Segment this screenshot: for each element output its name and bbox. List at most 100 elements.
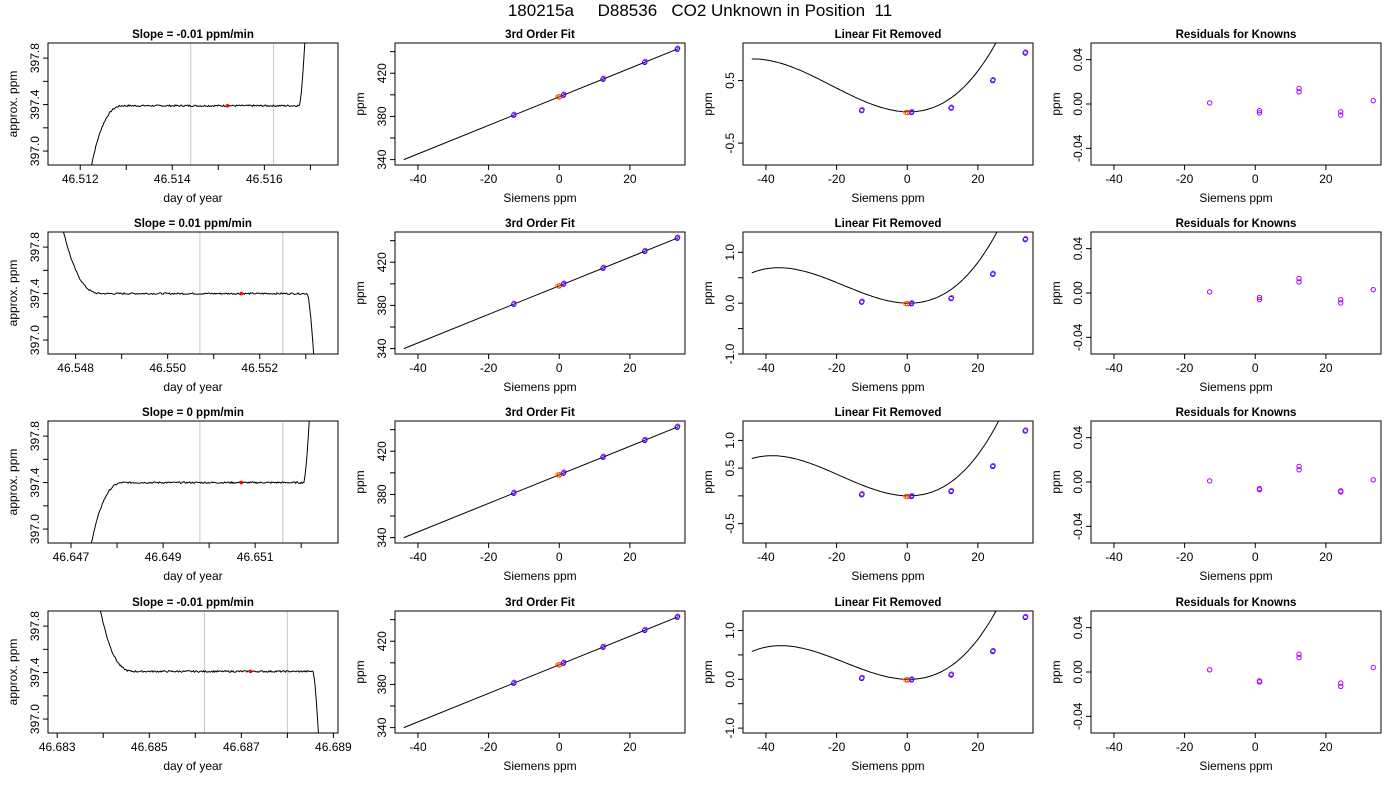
plot-title: Slope = -0.01 ppm/min bbox=[132, 597, 254, 609]
x-axis-label: Siemens ppm bbox=[1199, 380, 1272, 394]
cubic-curve bbox=[751, 611, 997, 680]
y-tick-label: -1.0 bbox=[723, 343, 737, 364]
known-point-prior bbox=[990, 76, 996, 83]
x-tick-label: -40 bbox=[757, 550, 775, 564]
x-tick-label: -40 bbox=[1105, 550, 1123, 564]
x-axis-label: Siemens ppm bbox=[1199, 759, 1272, 773]
known-point-prior bbox=[990, 462, 996, 469]
y-tick-label: 0.00 bbox=[1071, 470, 1085, 494]
x-tick-label: 20 bbox=[623, 550, 637, 564]
x-tick-label: 0 bbox=[1252, 740, 1259, 754]
y-axis-label: ppm bbox=[353, 92, 367, 115]
known-point-prior bbox=[675, 613, 681, 619]
known-point-prior bbox=[642, 626, 648, 632]
x-tick-label: -40 bbox=[409, 172, 427, 186]
y-tick-label: 397.8 bbox=[28, 43, 42, 73]
known-point bbox=[1256, 296, 1263, 303]
known-point-prior bbox=[948, 671, 955, 677]
y-tick-label: 380 bbox=[375, 106, 389, 126]
unknown-point-alt bbox=[903, 109, 909, 116]
prior-residual-point bbox=[1338, 109, 1344, 115]
known-point-prior bbox=[948, 487, 955, 494]
known-point bbox=[1256, 678, 1263, 684]
known-point bbox=[1256, 107, 1263, 114]
y-axis-label: ppm bbox=[701, 281, 715, 304]
ppm-trace bbox=[63, 232, 315, 354]
known-point bbox=[1338, 112, 1344, 118]
plot-layer bbox=[1206, 463, 1376, 495]
x-axis-label: Siemens ppm bbox=[851, 191, 924, 205]
y-tick-label: 0.04 bbox=[1071, 237, 1085, 261]
y-tick-label: 340 bbox=[375, 338, 389, 358]
x-tick-label: 46.685 bbox=[131, 740, 168, 754]
plot-title: 3rd Order Fit bbox=[505, 29, 575, 41]
y-tick-label: 420 bbox=[375, 63, 389, 83]
unknown-point-alt bbox=[555, 283, 561, 289]
x-tick-label: 20 bbox=[1319, 740, 1333, 754]
x-tick-label: -20 bbox=[480, 172, 498, 186]
y-tick-label: 397.4 bbox=[28, 89, 42, 119]
x-tick-label: -20 bbox=[1176, 172, 1194, 186]
ppm-trace bbox=[91, 43, 306, 165]
known-point-prior bbox=[600, 264, 607, 270]
plot-layer bbox=[403, 45, 681, 161]
plot-title: Linear Fit Removed bbox=[835, 218, 942, 230]
x-tick-label: 0 bbox=[556, 740, 563, 754]
unknown-point bbox=[556, 283, 562, 289]
plot-frame bbox=[394, 420, 686, 544]
known-point-prior bbox=[675, 423, 681, 429]
plot-layer bbox=[403, 423, 681, 539]
prior-residual-point bbox=[1296, 275, 1302, 282]
x-tick-label: 46.683 bbox=[39, 740, 76, 754]
y-axis-label: ppm bbox=[1049, 92, 1063, 115]
plot-frame bbox=[394, 610, 686, 734]
y-tick-label: -0.04 bbox=[1071, 702, 1085, 730]
x-tick-label: 46.687 bbox=[223, 740, 260, 754]
x-tick-label: 20 bbox=[1319, 172, 1333, 186]
y-tick-label: -0.5 bbox=[723, 513, 737, 534]
plot-title: Residuals for Knowns bbox=[1176, 29, 1297, 41]
unknown-point-alt bbox=[555, 94, 561, 100]
y-axis-label: ppm bbox=[1049, 281, 1063, 304]
known-point bbox=[1206, 289, 1213, 295]
x-tick-label: 46.516 bbox=[246, 172, 283, 186]
y-tick-label: 0.5 bbox=[723, 72, 737, 89]
unknown-point bbox=[556, 662, 562, 668]
known-point-prior bbox=[642, 247, 648, 253]
y-tick-label: 340 bbox=[375, 149, 389, 169]
y-tick-label: 397.8 bbox=[28, 232, 42, 262]
y-tick-label: 397.0 bbox=[28, 136, 42, 166]
page-title: 180215a D88536 CO2 Unknown in Position 1… bbox=[507, 1, 893, 20]
y-tick-label: 0.04 bbox=[1071, 616, 1085, 640]
y-tick-label: 0.00 bbox=[1071, 281, 1085, 305]
plot-frame bbox=[47, 42, 339, 166]
unknown-mean-point bbox=[239, 291, 244, 296]
plot-layer bbox=[751, 611, 1029, 683]
known-point bbox=[1370, 477, 1376, 483]
plot-layer bbox=[403, 234, 681, 350]
x-tick-label: 0 bbox=[556, 172, 563, 186]
known-point-prior bbox=[511, 489, 517, 495]
plot-title: Residuals for Knowns bbox=[1176, 218, 1297, 230]
x-tick-label: 46.514 bbox=[154, 172, 191, 186]
y-tick-label: 340 bbox=[375, 717, 389, 737]
x-axis-label: Siemens ppm bbox=[851, 380, 924, 394]
x-tick-label: -40 bbox=[757, 172, 775, 186]
plot-frame bbox=[394, 231, 686, 355]
x-tick-label: -40 bbox=[409, 550, 427, 564]
fit-line bbox=[403, 48, 679, 161]
known-point-prior bbox=[511, 300, 517, 306]
y-axis-label: approx. ppm bbox=[6, 449, 20, 516]
plot-title: Slope = -0.01 ppm/min bbox=[132, 29, 254, 41]
unknown-mean-point bbox=[225, 103, 230, 108]
prior-residual-point bbox=[1296, 651, 1302, 657]
y-axis-label: ppm bbox=[701, 660, 715, 683]
known-point bbox=[1370, 97, 1376, 104]
plot-frame bbox=[1090, 42, 1382, 166]
known-point bbox=[1206, 667, 1213, 673]
x-tick-label: 0 bbox=[904, 361, 911, 375]
y-tick-label: 397.8 bbox=[28, 611, 42, 641]
x-tick-label: -40 bbox=[1105, 361, 1123, 375]
known-point bbox=[1338, 300, 1344, 306]
